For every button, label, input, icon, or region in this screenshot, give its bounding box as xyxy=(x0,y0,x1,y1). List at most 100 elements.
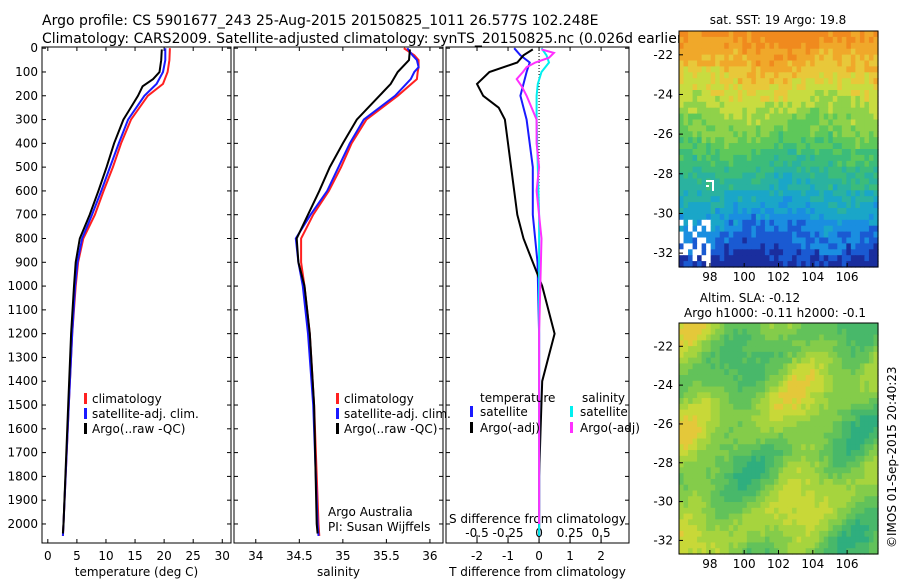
map-cell xyxy=(724,536,730,544)
map-cell xyxy=(760,374,766,382)
map-cell xyxy=(864,72,870,79)
map-cell xyxy=(805,42,811,50)
map-cell xyxy=(742,461,748,468)
map-cell xyxy=(796,202,802,209)
map-cell xyxy=(742,208,748,215)
map-cell xyxy=(751,461,757,468)
map-cell xyxy=(683,219,689,227)
map-cell xyxy=(692,48,698,56)
map-cell xyxy=(769,149,775,156)
map-cell xyxy=(751,478,757,486)
map-cell xyxy=(679,525,685,532)
map-cell xyxy=(841,54,847,62)
map-cell xyxy=(850,386,856,393)
map-cell xyxy=(810,484,816,492)
map-cell xyxy=(859,409,866,417)
map-cell xyxy=(868,328,875,336)
map-cell xyxy=(837,548,843,555)
map-cell xyxy=(751,172,757,180)
map-cell xyxy=(760,346,766,353)
map-cell xyxy=(733,421,739,428)
map-cell xyxy=(737,484,743,492)
map-cell xyxy=(787,36,793,44)
map-cell xyxy=(701,101,707,109)
map-cell xyxy=(697,219,703,227)
map-cell xyxy=(715,113,721,121)
map-cell xyxy=(742,190,748,197)
map-cell xyxy=(828,444,834,451)
map-cell xyxy=(706,426,712,434)
map-cell xyxy=(764,154,771,162)
map-cell xyxy=(710,398,716,405)
map-cell xyxy=(688,392,694,399)
map-cell xyxy=(837,66,843,73)
map-cell xyxy=(805,225,811,233)
map-cell xyxy=(801,484,807,492)
map-cell xyxy=(814,496,820,503)
map-cell xyxy=(719,444,725,451)
map-cell xyxy=(764,125,771,132)
map-cell xyxy=(706,213,712,221)
legend-label: satellite xyxy=(580,405,628,419)
map-cell xyxy=(859,542,866,549)
map-cell xyxy=(764,149,771,156)
map-cell xyxy=(737,374,743,382)
map-cell xyxy=(796,208,802,215)
map-cell xyxy=(755,249,762,256)
map-cell xyxy=(733,149,739,156)
map-cell xyxy=(792,450,798,457)
map-cell xyxy=(819,461,825,468)
map-cell xyxy=(819,530,825,538)
map-cell xyxy=(755,467,762,474)
map-cell xyxy=(706,72,712,79)
depth-tick-label: 0 xyxy=(30,41,38,55)
map-cell xyxy=(805,450,811,457)
map-cell xyxy=(837,432,843,440)
map-cell xyxy=(737,438,743,445)
map-cell xyxy=(819,172,825,180)
map-cell xyxy=(846,415,852,422)
map-cell xyxy=(737,525,743,532)
map-cell xyxy=(837,213,843,221)
map-cell xyxy=(733,426,739,434)
map-cell xyxy=(787,172,793,180)
map-cell xyxy=(814,455,820,463)
map-cell xyxy=(733,172,739,180)
map-cell xyxy=(733,249,739,256)
map-cell xyxy=(823,225,829,233)
map-cell xyxy=(792,119,798,126)
map-x-tick-label: 102 xyxy=(767,557,790,571)
map-cell xyxy=(697,519,703,526)
map-cell xyxy=(742,231,748,239)
map-cell xyxy=(805,213,811,221)
map-cell xyxy=(823,467,829,474)
map-cell xyxy=(728,184,734,191)
map-cell xyxy=(841,409,847,417)
map-cell xyxy=(868,392,875,399)
map-cell xyxy=(805,149,811,156)
map-x-tick-label: 104 xyxy=(801,270,824,284)
map-cell xyxy=(728,166,734,174)
map-cell xyxy=(850,502,856,509)
map-cell xyxy=(746,415,752,422)
map-cell xyxy=(742,403,748,411)
map-cell xyxy=(724,72,730,79)
map-cell xyxy=(828,507,834,515)
map-cell xyxy=(683,107,689,115)
map-cell xyxy=(769,125,775,132)
map-cell xyxy=(755,374,762,382)
map-cell xyxy=(701,513,707,520)
map-cell xyxy=(746,403,752,411)
map-cell xyxy=(823,66,829,73)
map-cell xyxy=(778,415,784,422)
map-cell xyxy=(873,403,879,411)
map-cell xyxy=(724,219,730,227)
map-cell xyxy=(778,421,784,428)
map-cell xyxy=(728,444,734,451)
map-cell xyxy=(814,125,820,132)
map-cell xyxy=(814,340,820,347)
map-cell xyxy=(810,160,816,168)
map-cell xyxy=(837,334,843,341)
map-cell xyxy=(850,137,856,144)
map-cell xyxy=(737,380,743,388)
